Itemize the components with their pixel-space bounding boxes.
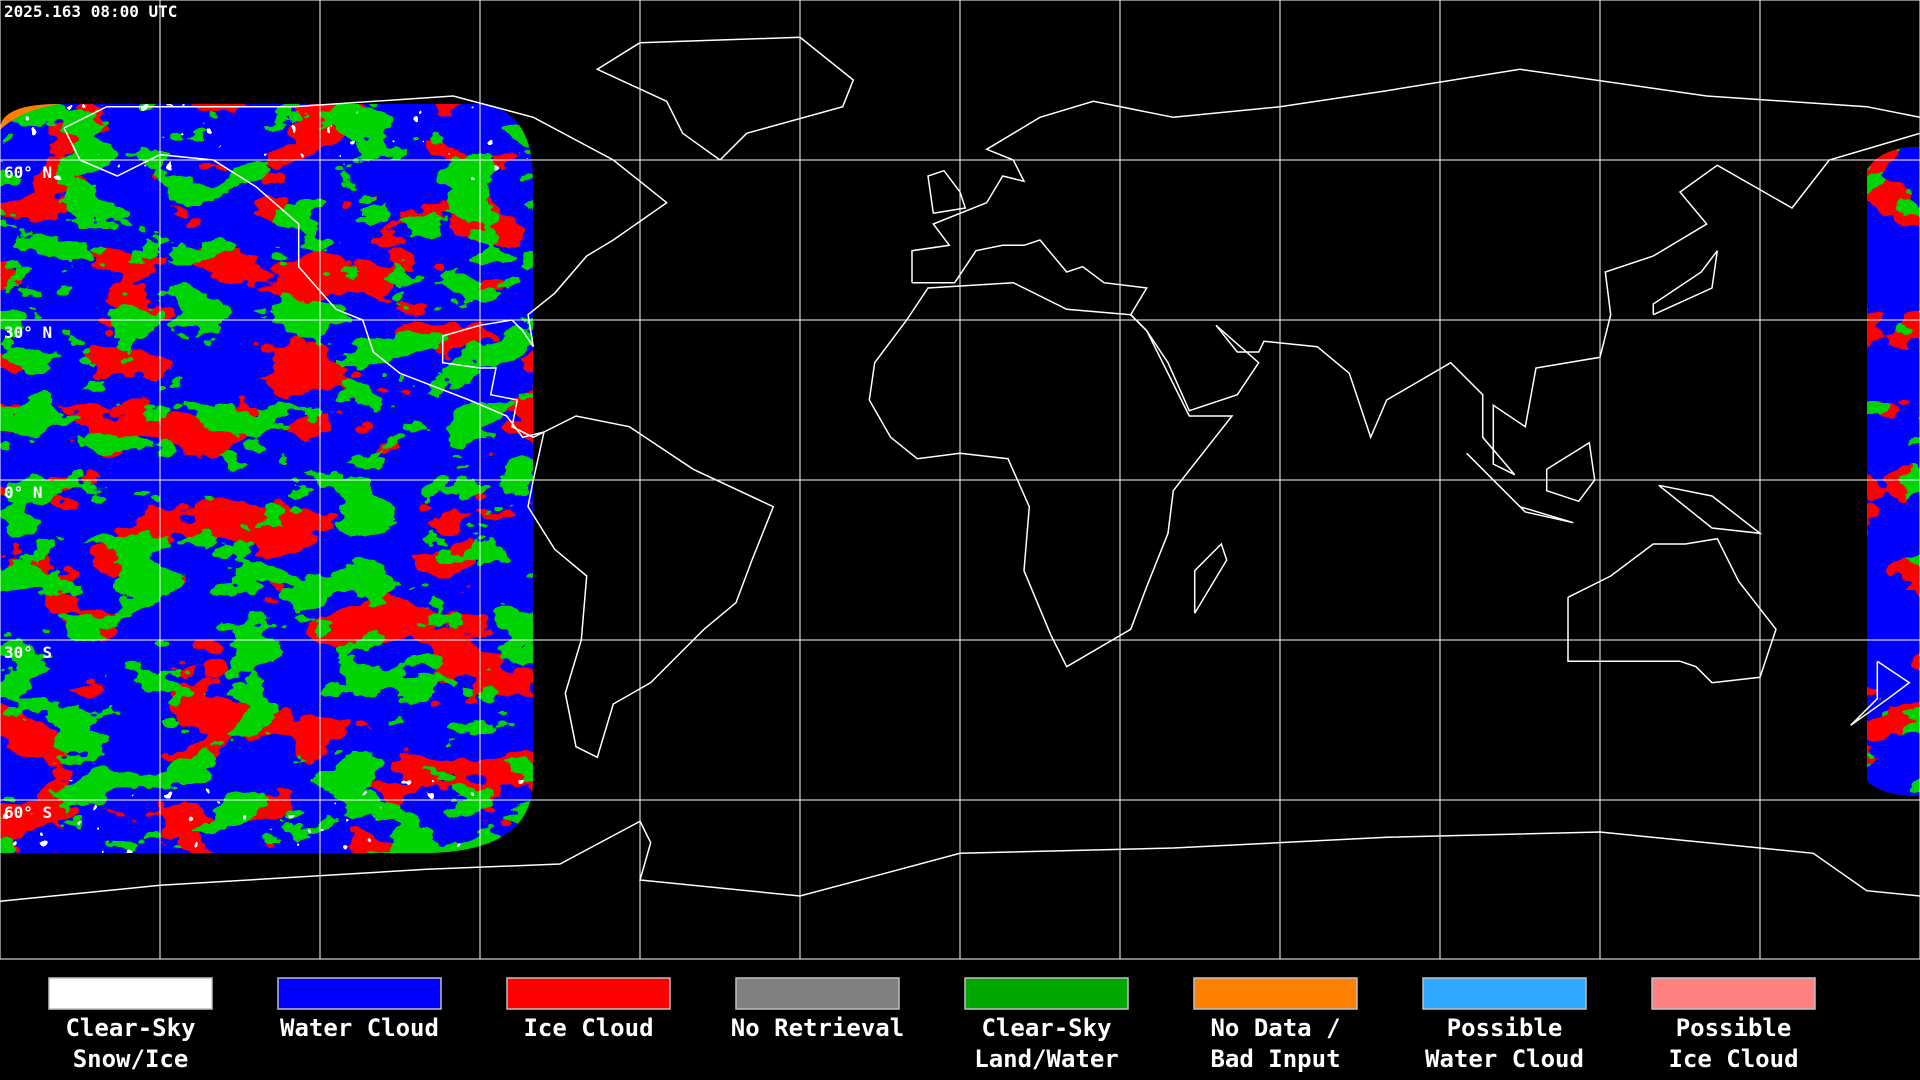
legend: Clear-Sky Snow/Ice Water Cloud Ice Cloud No …: [48, 977, 1816, 1073]
satellite-swath-west: [0, 104, 533, 853]
satellite-swath-east: [1867, 147, 1920, 796]
legend-label: Land/Water: [974, 1045, 1119, 1073]
coastline: [595, 36, 855, 161]
legend-swatch: [1193, 977, 1358, 1010]
coastline: [1567, 537, 1777, 684]
legend-swatch: [506, 977, 671, 1010]
latitude-labels: 60° N 30° N 0° N 30° S 60° S: [4, 163, 52, 822]
coastline: [868, 281, 1234, 668]
latitude-label: 0° N: [4, 483, 43, 502]
legend-label: No Retrieval: [731, 1014, 904, 1042]
legend-label: Ice Cloud: [523, 1014, 653, 1042]
coastline: [1652, 250, 1719, 316]
legend-swatch: [1651, 977, 1816, 1010]
legend-label: Clear-Sky: [981, 1014, 1111, 1042]
legend-swatch: [735, 977, 900, 1010]
latitude-label: 60° N: [4, 163, 52, 182]
latitude-label: 60° S: [4, 803, 52, 822]
legend-label: Water Cloud: [280, 1014, 439, 1042]
legend-label: Possible: [1447, 1014, 1563, 1042]
coastline: [1466, 452, 1574, 524]
legend-swatch: [277, 977, 442, 1010]
legend-swatch: [1422, 977, 1587, 1010]
coastline: [1850, 660, 1911, 726]
coastline: [912, 132, 1920, 476]
legend-label: No Data /: [1210, 1014, 1340, 1042]
legend-swatch: [964, 977, 1129, 1010]
timestamp: 2025.163 08:00 UTC: [4, 2, 177, 21]
legend-label: Ice Cloud: [1668, 1045, 1798, 1073]
legend-label: Snow/Ice: [73, 1045, 189, 1073]
graticule: [0, 0, 1920, 959]
legend-label: Bad Input: [1210, 1045, 1340, 1073]
latitude-label: 30° N: [4, 323, 52, 342]
legend-label: Clear-Sky: [65, 1014, 195, 1042]
legend-label: Water Cloud: [1425, 1045, 1584, 1073]
legend-label: Possible: [1676, 1014, 1792, 1042]
coastline: [1193, 542, 1228, 614]
coastline: [1545, 441, 1596, 503]
coastline: [911, 68, 1920, 283]
legend-swatch: [48, 977, 213, 1010]
map-frame: [0, 0, 1920, 960]
coastline: [527, 415, 775, 759]
latitude-label: 30° S: [4, 643, 52, 662]
